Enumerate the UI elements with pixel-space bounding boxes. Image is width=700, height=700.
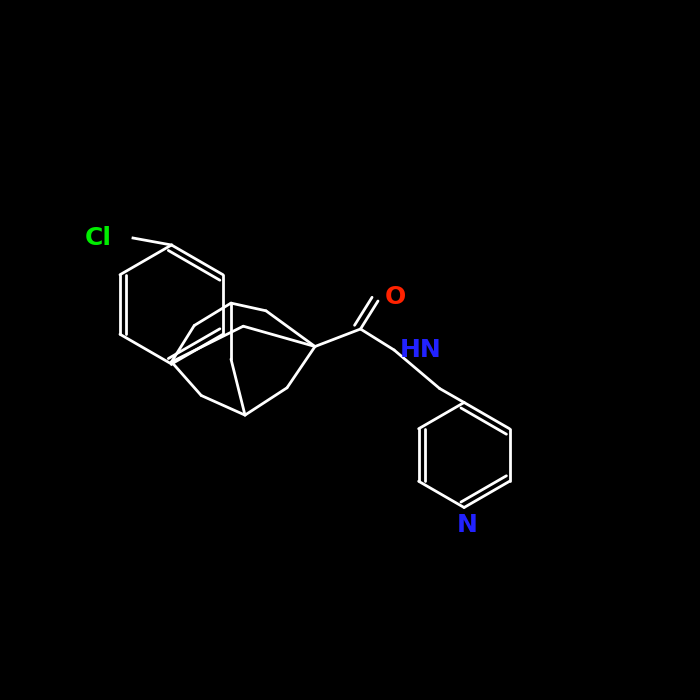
Text: HN: HN <box>400 338 442 362</box>
Text: O: O <box>385 286 406 309</box>
Text: Cl: Cl <box>85 226 112 250</box>
Text: N: N <box>457 513 478 537</box>
